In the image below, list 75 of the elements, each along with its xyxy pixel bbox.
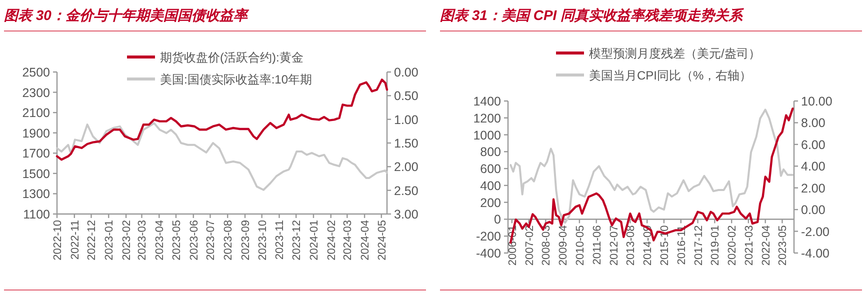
x-tick-label: 2022-04 [760,225,772,266]
y2-tick-label: 2.00 [394,160,418,174]
x-tick-label: 2017-12 [692,225,705,266]
x-tick-label: 2024-04 [360,220,372,260]
y-tick-label: 2100 [22,106,50,120]
x-tick-label: 2023-05 [777,225,790,266]
y-tick-label: 600 [480,162,502,176]
x-tick-label: 2022-10 [52,220,64,260]
legend-label: 期货收盘价(活跃合约):黄金 [160,50,304,64]
x-tick-label: 2006-01 [506,225,519,266]
x-tick-label: 2023-12 [291,220,304,260]
legend-label: 模型预测月度残差（美元/盎司） [589,46,760,60]
y-tick-label: -400 [476,246,502,260]
x-tick-label: 2024-03 [342,220,354,260]
x-tick-label: 2023-01 [104,220,116,260]
y-tick-label: 0 [494,212,502,227]
x-tick-label: 2023-06 [188,220,200,260]
y-tick-label: 200 [480,196,502,210]
y-tick-label: 1500 [22,166,50,181]
y-tick-label: 1400 [473,94,502,108]
y2-tick-label: 0.00 [394,66,418,80]
x-tick-label: 2015-10 [658,225,671,266]
x-tick-label: 2024-02 [326,220,338,260]
x-tick-label: 2024-01 [308,220,320,260]
y2-tick-label: 8.00 [801,116,826,130]
x-tick-label: 2022-12 [86,220,98,260]
x-tick-label: 2008-03 [540,225,553,266]
x-tick-label: 2023-07 [205,220,218,260]
x-tick-label: 2007-02 [524,225,536,266]
y2-tick-label: 6.00 [801,138,826,152]
x-tick-label: 2011-06 [591,225,604,265]
legend-label: 美国:国债实际收益率:10年期 [160,72,312,86]
y2-tick-label: 0.50 [394,89,418,104]
y2-tick-label: 0.00 [801,203,826,218]
y2-tick-label: 1.00 [394,112,418,127]
y-tick-label: 1700 [22,146,50,161]
x-tick-label: 2023-09 [240,220,252,260]
y-tick-label: 800 [480,145,502,160]
y-tick-label: 1200 [473,111,502,126]
x-tick-label: 2023-03 [136,220,149,260]
y2-tick-label: 4.00 [801,160,826,174]
y-tick-label: 2300 [22,86,50,100]
y2-tick-label: 2.50 [394,184,418,198]
x-tick-label: 2021-03 [743,225,756,266]
x-tick-label: 2023-05 [170,220,183,260]
x-tick-label: 2023-11 [274,220,286,260]
y-tick-label: 1000 [473,128,502,142]
x-tick-label: 2010-05 [574,225,586,266]
chart-title: 图表 31：美国 CPI 同真实收益率残差项走势关系 [440,7,745,23]
x-tick-label: 2013-08 [625,225,638,266]
y2-tick-label: -4.00 [801,246,830,260]
x-tick-label: 2023-04 [154,220,166,260]
y2-tick-label: 2.00 [801,181,826,196]
x-tick-label: 2019-01 [710,225,722,266]
chart-title: 图表 30：金价与十年期美国国债收益率 [4,7,250,23]
x-tick-label: 2024-05 [376,220,388,260]
y2-tick-label: 1.50 [394,136,418,150]
y-tick-label: 1900 [22,126,50,140]
y2-tick-label: 10.00 [801,94,832,108]
y-tick-label: 2500 [22,66,50,80]
y2-tick-label: -2.00 [801,224,830,239]
y-tick-label: 1100 [23,208,50,222]
x-tick-label: 2023-08 [222,220,235,260]
x-tick-label: 2023-10 [256,220,269,260]
y2-tick-label: 3.00 [394,208,418,222]
legend-label: 美国当月CPI同比（%，右轴） [589,68,752,82]
x-tick-label: 2016-11 [676,225,688,265]
y-tick-label: -200 [476,230,502,244]
x-tick-label: 2012-07 [608,225,620,266]
y-tick-label: 1300 [22,187,50,202]
x-tick-label: 2022-11 [69,220,82,260]
x-tick-label: 2023-02 [121,220,134,260]
x-tick-label: 2020-02 [726,225,739,266]
y-tick-label: 400 [480,178,502,193]
x-tick-label: 2009-04 [558,225,570,266]
